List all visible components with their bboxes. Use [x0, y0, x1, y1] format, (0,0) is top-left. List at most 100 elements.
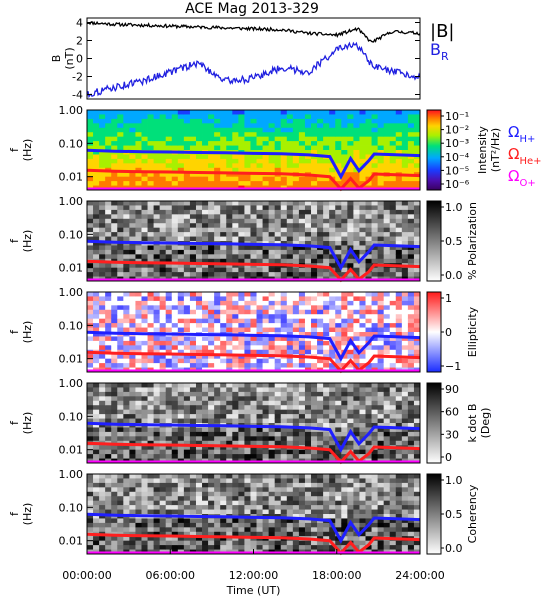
heatmap-cell: [177, 267, 185, 273]
heatmap-cell: [141, 223, 148, 229]
heatmap-cell: [341, 318, 348, 324]
heatmap-cell: [389, 336, 397, 342]
heatmap-cell: [129, 363, 136, 368]
heatmap-cell: [274, 123, 282, 129]
heatmap-cell: [183, 440, 191, 446]
heatmap-cell: [323, 449, 330, 455]
heatmap-cell: [202, 314, 209, 320]
heatmap-cell: [183, 245, 191, 251]
heatmap-cell: [292, 436, 300, 442]
heatmap-cell: [232, 431, 239, 437]
heatmap-cell: [159, 358, 167, 364]
heatmap-cell: [383, 505, 391, 510]
heatmap-cell: [292, 318, 300, 324]
heatmap-cell: [226, 145, 233, 151]
heatmap-cell: [353, 300, 360, 306]
heatmap-cell: [292, 205, 300, 211]
heatmap-cell: [208, 500, 215, 506]
heatmap-cell: [371, 487, 379, 493]
heatmap-cell: [220, 409, 227, 415]
heatmap-cell: [304, 482, 312, 488]
heatmap-cell: [304, 114, 312, 120]
heatmap-cell: [323, 527, 330, 533]
heatmap-cell: [292, 114, 300, 120]
heatmap-cell: [244, 118, 251, 124]
colorbar-tick-label: 10⁻⁵: [445, 164, 469, 177]
heatmap-cell: [359, 150, 366, 155]
heatmap-cell: [335, 436, 342, 442]
heatmap-cell: [317, 241, 324, 246]
heatmap-cell: [250, 245, 257, 251]
heatmap-cell: [226, 167, 233, 173]
heatmap-cell: [214, 236, 221, 242]
heatmap-cell: [329, 201, 336, 206]
heatmap-cell: [365, 405, 372, 411]
heatmap-cell: [195, 323, 203, 328]
heatmap-cell: [323, 272, 330, 277]
heatmap-cell: [189, 400, 197, 406]
heatmap-cell: [371, 272, 379, 277]
heatmap-cell: [401, 363, 409, 368]
heatmap-cell: [371, 400, 379, 406]
heatmap-cell: [250, 232, 257, 237]
heatmap-cell: [165, 127, 173, 133]
heatmap-cell: [141, 409, 148, 415]
heatmap-cell: [202, 323, 209, 328]
heatmap-cell: [341, 123, 348, 129]
heatmap-cell: [214, 172, 221, 178]
heatmap-cell: [244, 487, 251, 493]
heatmap-cell: [371, 127, 379, 133]
heatmap-cell: [329, 323, 336, 328]
heatmap-cell: [395, 423, 403, 428]
heatmap-cell: [329, 218, 336, 224]
heatmap-cell: [280, 449, 288, 455]
heatmap-cell: [256, 505, 263, 510]
heatmap-cell: [135, 474, 142, 479]
heatmap-cell: [335, 245, 342, 251]
heatmap-cell: [401, 232, 409, 237]
heatmap-cell: [129, 123, 136, 129]
heatmap-cell: [135, 414, 142, 419]
heatmap-cell: [147, 427, 154, 433]
heatmap-cell: [395, 409, 403, 415]
heatmap-cell: [371, 387, 379, 393]
heatmap-cell: [395, 305, 403, 311]
heatmap-cell: [214, 482, 221, 488]
heatmap-cell: [292, 527, 300, 533]
heatmap-cell: [214, 531, 221, 537]
heatmap-cell: [401, 440, 409, 446]
heatmap-cell: [99, 227, 106, 233]
heatmap-cell: [189, 427, 197, 433]
heatmap-cell: [147, 405, 154, 411]
heatmap-cell: [353, 309, 360, 315]
heatmap-cell: [407, 158, 415, 164]
heatmap-cell: [292, 232, 300, 237]
heatmap-cell: [371, 205, 379, 211]
heatmap-cell: [105, 405, 112, 411]
heatmap-cell: [244, 232, 251, 237]
heatmap-cell: [407, 201, 415, 206]
heatmap-cell: [111, 114, 118, 120]
heatmap-cell: [274, 387, 282, 393]
heatmap-cell: [401, 176, 409, 182]
heatmap-cell: [202, 358, 209, 364]
heatmap-cell: [202, 218, 209, 224]
heatmap-cell: [165, 136, 173, 142]
heatmap-cell: [183, 181, 191, 186]
heatmap-cell: [153, 391, 161, 397]
heatmap-cell: [341, 209, 348, 215]
heatmap-cell: [147, 409, 154, 415]
heatmap-cell: [159, 323, 167, 328]
heatmap-cell: [238, 110, 245, 115]
heatmap-cell: [341, 154, 348, 160]
heatmap-cell: [135, 405, 142, 411]
heatmap-cell: [195, 545, 203, 550]
heatmap-cell: [377, 145, 385, 151]
heatmap-cell: [317, 454, 324, 459]
heatmap-cell: [159, 536, 167, 542]
heatmap-cell: [304, 141, 312, 146]
heatmap-cell: [135, 487, 142, 493]
heatmap-cell: [389, 181, 397, 186]
heatmap-cell: [250, 505, 257, 510]
heatmap-cell: [189, 340, 197, 346]
